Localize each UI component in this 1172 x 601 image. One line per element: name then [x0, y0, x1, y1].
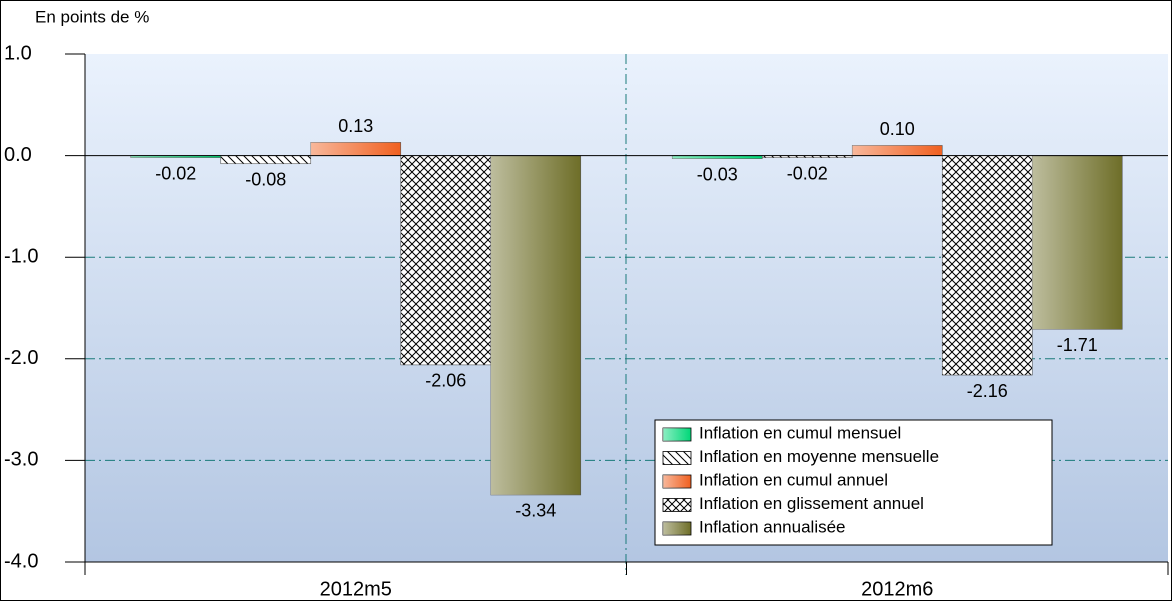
- data-label: -2.16: [967, 381, 1008, 401]
- legend-label: Inflation en cumul mensuel: [699, 423, 901, 442]
- data-label: -0.03: [697, 164, 738, 184]
- data-label: -0.02: [155, 163, 196, 183]
- y-tick-label: -3.0: [4, 449, 38, 471]
- data-label: -2.06: [425, 371, 466, 391]
- data-label: 0.13: [338, 116, 373, 136]
- bar: [941, 155, 1033, 376]
- y-tick-label: 1.0: [4, 42, 32, 64]
- bar-shine: [310, 142, 401, 156]
- bar-shine: [130, 155, 221, 158]
- data-label: -3.34: [515, 501, 556, 521]
- bar-shine: [490, 155, 581, 495]
- data-label: 0.10: [880, 119, 915, 139]
- y-tick-label: -2.0: [4, 347, 38, 369]
- data-label: -0.08: [245, 169, 286, 189]
- x-tick-label: 2012m6: [861, 578, 933, 600]
- legend-label: Inflation en cumul annuel: [699, 470, 888, 489]
- data-label: -1.71: [1057, 335, 1098, 355]
- y-axis-label: En points de %: [35, 7, 149, 26]
- x-tick-label: 2012m5: [320, 578, 392, 600]
- y-tick-label: 0.0: [4, 144, 32, 166]
- bar-shine: [672, 155, 763, 159]
- legend-label: Inflation annualisée: [699, 517, 846, 536]
- legend-swatch: [662, 498, 692, 512]
- legend-swatch: [662, 451, 692, 465]
- bar-shine: [1032, 155, 1123, 330]
- data-label: -0.02: [787, 163, 828, 183]
- y-tick-label: -4.0: [4, 550, 38, 572]
- bar: [220, 155, 312, 165]
- bar-shine: [852, 145, 943, 156]
- legend-swatch-shine: [663, 428, 691, 441]
- bar: [400, 155, 492, 366]
- legend-swatch-shine: [663, 475, 691, 488]
- legend-label: Inflation en glissement annuel: [699, 494, 924, 513]
- legend-swatch-shine: [663, 522, 691, 535]
- legend-box: [654, 419, 1053, 546]
- y-tick-label: -1.0: [4, 245, 38, 267]
- legend-label: Inflation en moyenne mensuelle: [699, 447, 939, 466]
